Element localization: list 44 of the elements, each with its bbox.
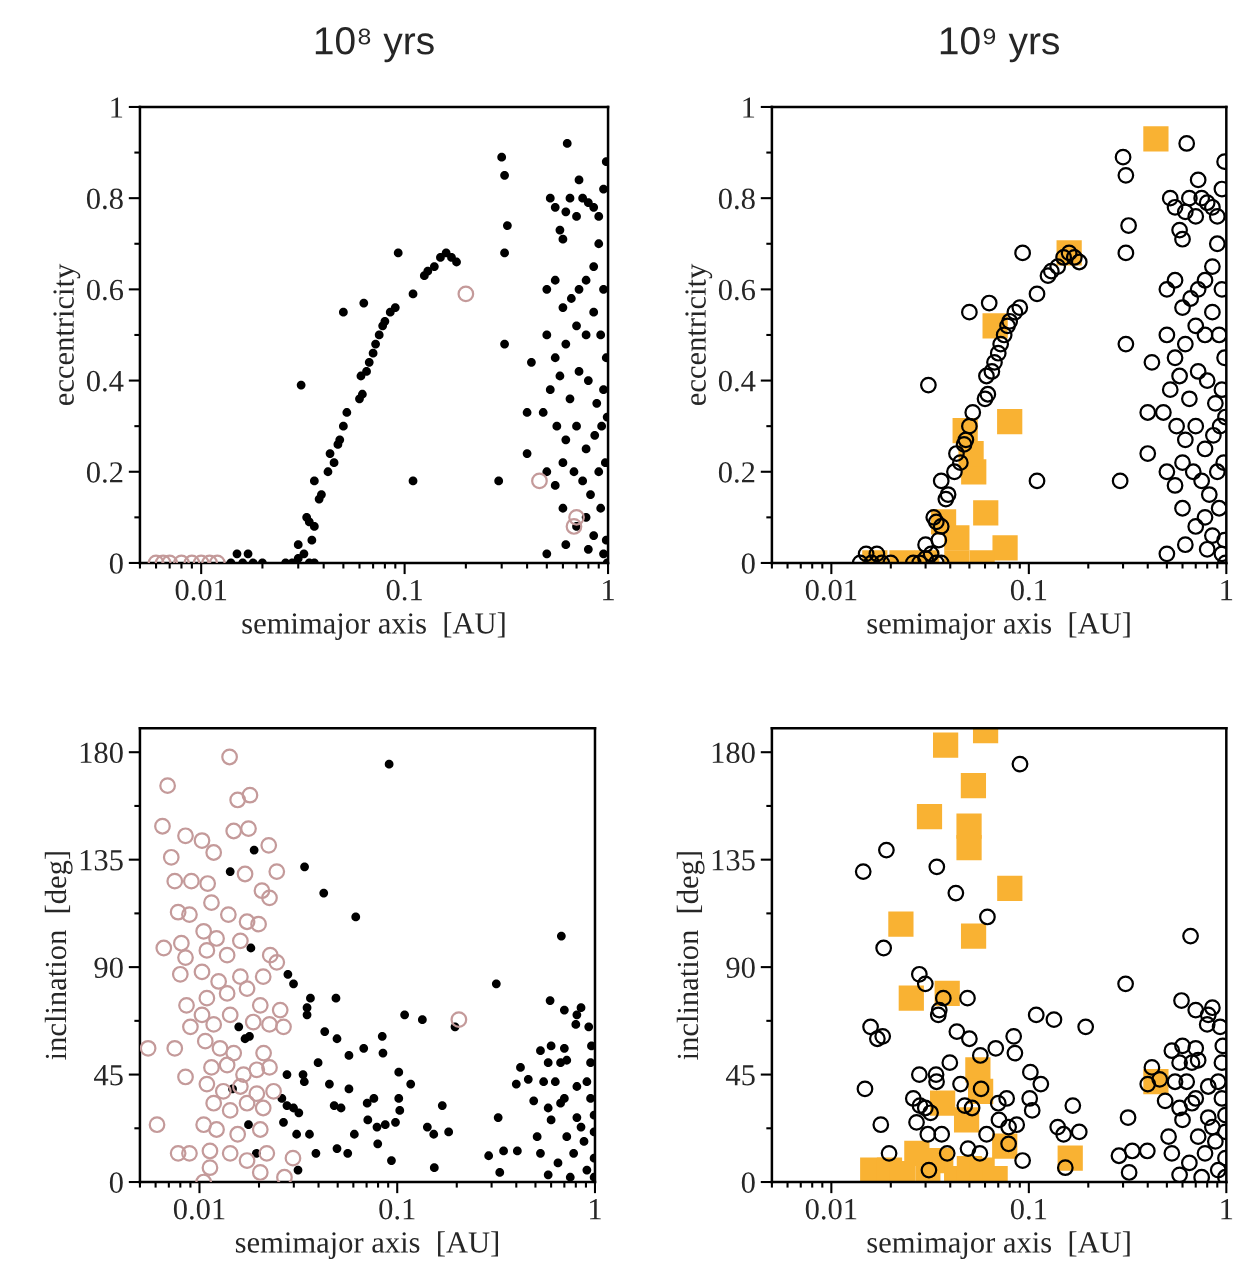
y-tick-label: 0 bbox=[109, 1172, 123, 1193]
y-tick-label: 135 bbox=[712, 850, 755, 871]
x-tick-label: 0.01 bbox=[805, 579, 857, 601]
y-tick-label: 45 bbox=[725, 1065, 755, 1086]
x-axis-title: semimajor axis [AU] bbox=[242, 612, 505, 640]
y-tick-label: 45 bbox=[94, 1065, 123, 1086]
y-tick-label: 1 bbox=[743, 97, 755, 118]
y-tick-label: 0.4 bbox=[86, 370, 124, 392]
x-tick-label: 1 bbox=[1221, 579, 1233, 601]
x-tick-label: 0.1 bbox=[1010, 1198, 1047, 1220]
y-axis-title: inclination [deg] bbox=[44, 852, 73, 1060]
y-tick-label: 0.6 bbox=[86, 279, 124, 301]
y-tick-label: 180 bbox=[80, 742, 123, 764]
y-tick-label: 180 bbox=[712, 742, 755, 764]
y-tick-label: 90 bbox=[94, 957, 123, 979]
x-axis-title: semimajor axis [AU] bbox=[867, 1231, 1130, 1259]
chart-title: 10⁹ yrs bbox=[940, 27, 1059, 63]
y-axis-title: eccentricity bbox=[53, 263, 81, 406]
y-tick-label: 135 bbox=[80, 850, 123, 871]
x-tick-label: 0.1 bbox=[386, 579, 422, 601]
x-tick-label: 1 bbox=[590, 1199, 601, 1220]
x-tick-label: 0.01 bbox=[175, 579, 227, 601]
y-tick-label: 1 bbox=[111, 97, 123, 118]
y-tick-label: 0 bbox=[741, 553, 755, 574]
y-tick-label: 0.4 bbox=[718, 370, 756, 392]
x-tick-label: 0.1 bbox=[1010, 579, 1047, 601]
x-axis-title: semimajor axis [AU] bbox=[867, 612, 1130, 640]
y-tick-label: 0 bbox=[741, 1172, 755, 1193]
chart-title: 10⁸ yrs bbox=[315, 27, 434, 63]
y-tick-label: 0.8 bbox=[86, 188, 123, 210]
y-tick-label: 90 bbox=[726, 957, 755, 979]
x-tick-label: 0.1 bbox=[379, 1198, 415, 1220]
y-axis-title: eccentricity bbox=[685, 263, 713, 406]
x-tick-label: 1 bbox=[603, 579, 614, 601]
x-tick-label: 1 bbox=[1221, 1199, 1233, 1220]
y-tick-label: 0.2 bbox=[718, 462, 755, 483]
y-tick-label: 0.8 bbox=[718, 188, 755, 210]
x-tick-label: 0.01 bbox=[173, 1198, 225, 1220]
y-tick-label: 0.6 bbox=[718, 279, 756, 301]
x-tick-label: 0.01 bbox=[805, 1198, 857, 1220]
y-tick-label: 0 bbox=[109, 553, 123, 574]
x-axis-title: semimajor axis [AU] bbox=[235, 1231, 498, 1259]
y-axis-title: inclination [deg] bbox=[676, 852, 705, 1060]
y-tick-label: 0.2 bbox=[86, 462, 123, 483]
